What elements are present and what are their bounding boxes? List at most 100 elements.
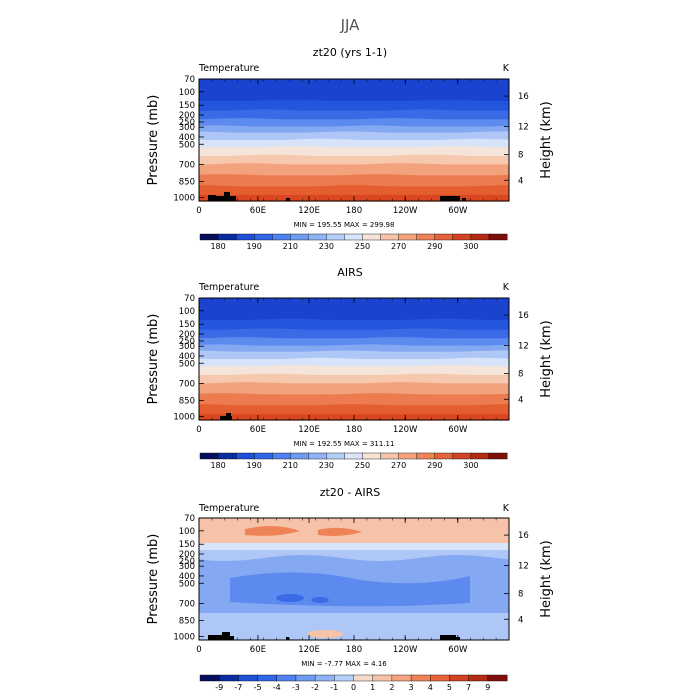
colorbar-swatch <box>468 674 489 682</box>
field-band <box>199 140 509 148</box>
colorbar-label: 300 <box>463 461 478 470</box>
colorbar-swatch <box>334 674 354 682</box>
field-contour <box>199 185 509 190</box>
colorbar-swatch <box>410 674 431 682</box>
colorbar-swatch <box>253 452 273 460</box>
colorbar-label: 4 <box>428 683 433 692</box>
pressure-tick-label: 400 <box>179 572 195 582</box>
height-tick-label: 4 <box>518 395 523 405</box>
colorbar-label: 270 <box>391 242 406 251</box>
x-tick-label: 0 <box>196 645 201 655</box>
field-contour <box>199 373 509 378</box>
panel-2: AIRS Temperature K 701001502002503004005… <box>146 266 554 470</box>
pressure-tick-label: 400 <box>179 133 195 143</box>
colorbar-swatch <box>308 452 327 460</box>
colorbar-swatch <box>217 233 237 241</box>
pressure-tick-label: 70 <box>184 514 195 524</box>
panel-1: zt20 (yrs 1-1) Temperature K 70 100 150200… <box>146 46 554 251</box>
panel-2-left-label: Temperature <box>198 282 259 293</box>
colorbar-swatch <box>326 452 345 460</box>
panel-3-units: K <box>503 503 510 514</box>
colorbar-swatch <box>488 452 508 460</box>
panel-2-units: K <box>503 282 510 293</box>
colorbar-label: 210 <box>283 461 298 470</box>
field-band <box>199 351 509 360</box>
colorbar-label: 190 <box>247 461 262 470</box>
height-tick-label: 16 <box>518 311 529 321</box>
x-tick-label: 60W <box>448 645 468 655</box>
colorbar-swatch <box>344 233 364 241</box>
topography <box>286 637 289 640</box>
colorbar-swatch <box>434 452 454 460</box>
field-band <box>199 186 509 196</box>
colorbar-swatch <box>434 233 454 241</box>
colorbar-swatch <box>295 674 316 682</box>
height-tick-label: 8 <box>518 370 523 380</box>
topography <box>440 196 460 201</box>
colorbar-swatch <box>391 674 412 682</box>
colorbar-swatch <box>470 452 490 460</box>
colorbar-swatch <box>290 233 309 241</box>
field-contour <box>199 163 509 168</box>
panel-1-ylabel-right: Height (km) <box>539 101 554 178</box>
panel-2-field <box>199 298 509 421</box>
field-band <box>199 394 509 406</box>
pressure-tick-label: 500 <box>179 579 195 589</box>
pressure-tick-label: 70 <box>184 75 195 85</box>
colorbar-swatch <box>398 452 418 460</box>
field-band <box>199 155 509 165</box>
colorbar-swatch <box>362 233 382 241</box>
colorbar-swatch <box>235 452 255 460</box>
colorbar-label: -1 <box>330 683 338 692</box>
colorbar-label: 180 <box>210 461 225 470</box>
field-band <box>199 383 509 395</box>
colorbar-swatch <box>470 233 490 241</box>
field-warm-patch <box>307 630 343 638</box>
field-band <box>199 110 509 120</box>
x-tick-label: 0 <box>196 206 201 216</box>
field-band <box>199 405 509 415</box>
field-cool-core <box>276 594 304 602</box>
field-contour <box>199 146 509 151</box>
panel-3-title: zt20 - AIRS <box>320 486 380 499</box>
field-band <box>199 175 509 187</box>
colorbar-swatch <box>452 233 472 241</box>
colorbar-swatch <box>238 674 259 682</box>
height-tick-label: 8 <box>518 590 523 600</box>
colorbar-label: -3 <box>292 683 300 692</box>
colorbar-label: 0 <box>351 683 356 692</box>
colorbar-swatch <box>326 233 345 241</box>
field-contour <box>199 154 509 159</box>
colorbar-swatch <box>253 233 273 241</box>
colorbar-swatch <box>314 674 335 682</box>
colorbar-swatch <box>199 674 220 682</box>
colorbar-swatch <box>416 233 436 241</box>
field-contour <box>199 344 509 349</box>
pressure-tick-label: 500 <box>179 140 195 150</box>
colorbar-swatch <box>199 233 219 241</box>
field-band <box>199 338 509 347</box>
height-tick-label: 16 <box>518 531 529 541</box>
panel-2-ylabel-right: Height (km) <box>539 320 554 397</box>
topography <box>230 196 236 201</box>
panel-2-colorbar: 180 190 210 230 250 270 290 300 <box>199 452 508 470</box>
colorbar-swatch <box>487 674 508 682</box>
pressure-tick-label: 850 <box>179 396 195 406</box>
colorbar-swatch <box>199 452 219 460</box>
pressure-tick-label: 150 <box>179 540 195 550</box>
colorbar-label: 1 <box>370 683 375 692</box>
field-band <box>199 374 509 384</box>
height-tick-label: 12 <box>518 123 529 133</box>
colorbar-swatch <box>380 233 400 241</box>
field-band <box>199 132 509 141</box>
field-band <box>199 164 509 176</box>
field-band <box>199 298 509 321</box>
field-band <box>199 320 509 331</box>
colorbar-swatch <box>218 674 239 682</box>
colorbar-label: 9 <box>485 683 490 692</box>
panel-2-title: AIRS <box>337 266 362 279</box>
panel-2-minmax: MIN = 192.55 MAX = 311.11 <box>294 440 395 448</box>
field-band <box>199 126 509 134</box>
